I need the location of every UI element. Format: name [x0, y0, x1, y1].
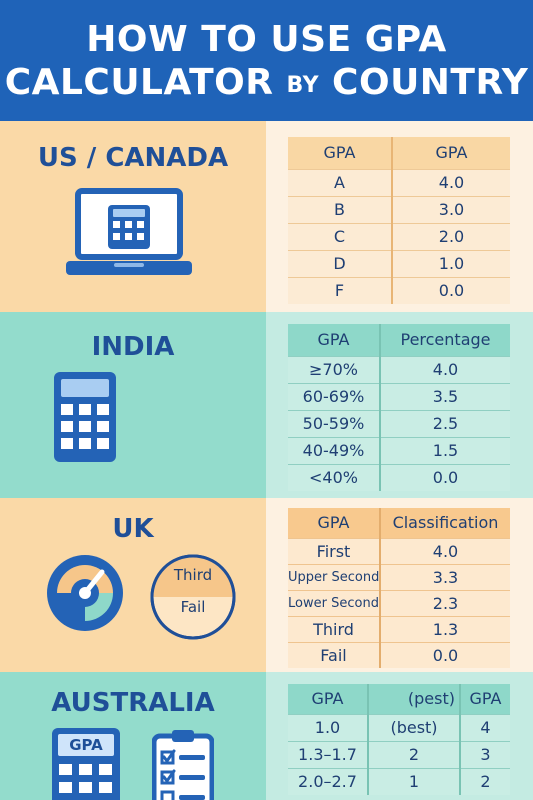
laptop-calculator-icon [66, 188, 192, 275]
table-cell: 4.0 [379, 355, 510, 383]
table-cell: 2 [367, 740, 460, 768]
table-header: GPA [391, 137, 510, 169]
calculator-icon [54, 372, 116, 462]
table-cell: Third [288, 615, 380, 642]
table-header: Percentage [379, 324, 510, 356]
section-title-us-canada: US / CANADA [37, 143, 229, 173]
table-cell: 3.3 [379, 563, 510, 590]
table-row: A 4.0 [288, 168, 510, 196]
table-row: F 0.0 [288, 276, 510, 304]
table-row: 1.3–1.7 2 3 [288, 740, 510, 768]
table-cell: 3.0 [391, 195, 510, 223]
gauge-icon [47, 555, 123, 631]
table-cell: 1 [367, 767, 460, 795]
table-cell: Upper Second [288, 563, 380, 590]
calculator-screen-label: GPA [69, 736, 103, 754]
header-banner: HOW TO USE GPA CALCULATOR BY COUNTRY [0, 0, 533, 121]
table-cell: 1.5 [379, 436, 510, 464]
table-cell: F [288, 276, 392, 304]
table-cell: 0.0 [379, 641, 510, 668]
pie-label-fail: Fail [180, 598, 206, 616]
table-row: Upper Second 3.3 [288, 563, 510, 590]
table-header: GPA [288, 684, 368, 714]
section-us-canada: US / CANADA GPA GPA A 4.0 B 3.0 C 2.0 D 1.0 … [0, 121, 533, 312]
table-row: 1.0 (best) 4 [288, 713, 510, 741]
table-header: GPA [288, 508, 380, 538]
table-row: First 4.0 [288, 537, 510, 564]
table-cell: ≥70% [288, 355, 380, 383]
table-cell: C [288, 222, 392, 250]
section-australia: AUSTRALIA GPA GPA [0, 672, 533, 800]
australia-grade-table: GPA (pest) GPA 1.0 (best) 4 1.3–1.7 2 3 2.0–… [288, 684, 510, 795]
table-cell: 3 [459, 740, 510, 768]
table-row: 40-49% 1.5 [288, 436, 510, 464]
table-row: C 2.0 [288, 222, 510, 250]
table-cell: 2.5 [379, 409, 510, 437]
table-cell: 1.3–1.7 [288, 740, 368, 768]
table-cell: A [288, 168, 392, 196]
table-cell: 60-69% [288, 382, 380, 410]
section-title-australia: AUSTRALIA [51, 688, 215, 718]
table-cell: Lower Second [288, 589, 380, 616]
section-title-india: INDIA [91, 332, 175, 362]
table-row: <40% 0.0 [288, 463, 510, 491]
table-cell: 50-59% [288, 409, 380, 437]
table-cell: <40% [288, 463, 380, 491]
table-cell: 2 [459, 767, 510, 795]
table-header: GPA [459, 684, 510, 714]
section-title-uk: UK [112, 514, 154, 544]
table-cell: 0.0 [379, 463, 510, 491]
table-cell: 0.0 [391, 276, 510, 304]
table-header: (pest) [367, 684, 460, 714]
table-cell: Fail [288, 641, 380, 668]
table-row: Fail 0.0 [288, 641, 510, 668]
table-row: 60-69% 3.5 [288, 382, 510, 410]
table-cell: First [288, 537, 380, 564]
table-cell: 1.0 [391, 249, 510, 277]
table-cell: 1.3 [379, 615, 510, 642]
table-header: GPA [288, 324, 380, 356]
table-header: GPA [288, 137, 392, 169]
section-india: INDIA GPA Percentage ≥70% 4.0 60-69% 3.5 5… [0, 312, 533, 498]
table-cell: B [288, 195, 392, 223]
section-uk: UK Third Fail GPA Classification First 4.… [0, 498, 533, 672]
table-cell: 2.3 [379, 589, 510, 616]
pie-icon [150, 554, 236, 640]
table-cell: 40-49% [288, 436, 380, 464]
table-row: Lower Second 2.3 [288, 589, 510, 616]
table-cell: 2.0–2.7 [288, 767, 368, 795]
headline-line-1: HOW TO USE GPA [86, 19, 447, 60]
table-row: Third 1.3 [288, 615, 510, 642]
us-grade-table: GPA GPA A 4.0 B 3.0 C 2.0 D 1.0 F 0.0 [288, 137, 510, 304]
table-cell: 3.5 [379, 382, 510, 410]
pie-label-third: Third [173, 566, 213, 584]
table-row: ≥70% 4.0 [288, 355, 510, 383]
headline-word-by: BY [286, 73, 319, 98]
table-header: Classification [379, 508, 510, 538]
headline-line-2: CALCULATOR BY COUNTRY [0, 63, 533, 106]
table-cell: 4.0 [391, 168, 510, 196]
gpa-calculator-icon [52, 728, 120, 800]
table-row: 50-59% 2.5 [288, 409, 510, 437]
headline-word-calculator: CALCULATOR [4, 62, 274, 103]
headline-word-country: COUNTRY [332, 62, 529, 103]
india-grade-table: GPA Percentage ≥70% 4.0 60-69% 3.5 50-59% 2… [288, 324, 510, 491]
checklist-clipboard-icon [152, 730, 214, 800]
table-cell: 1.0 [288, 713, 368, 741]
table-cell: 4.0 [379, 537, 510, 564]
table-cell: 2.0 [391, 222, 510, 250]
table-cell: D [288, 249, 392, 277]
table-row: 2.0–2.7 1 2 [288, 767, 510, 795]
table-row: D 1.0 [288, 249, 510, 277]
uk-grade-table: GPA Classification First 4.0 Upper Second… [288, 508, 510, 668]
table-cell: 4 [459, 713, 510, 741]
table-cell: (best) [367, 713, 460, 741]
table-row: B 3.0 [288, 195, 510, 223]
